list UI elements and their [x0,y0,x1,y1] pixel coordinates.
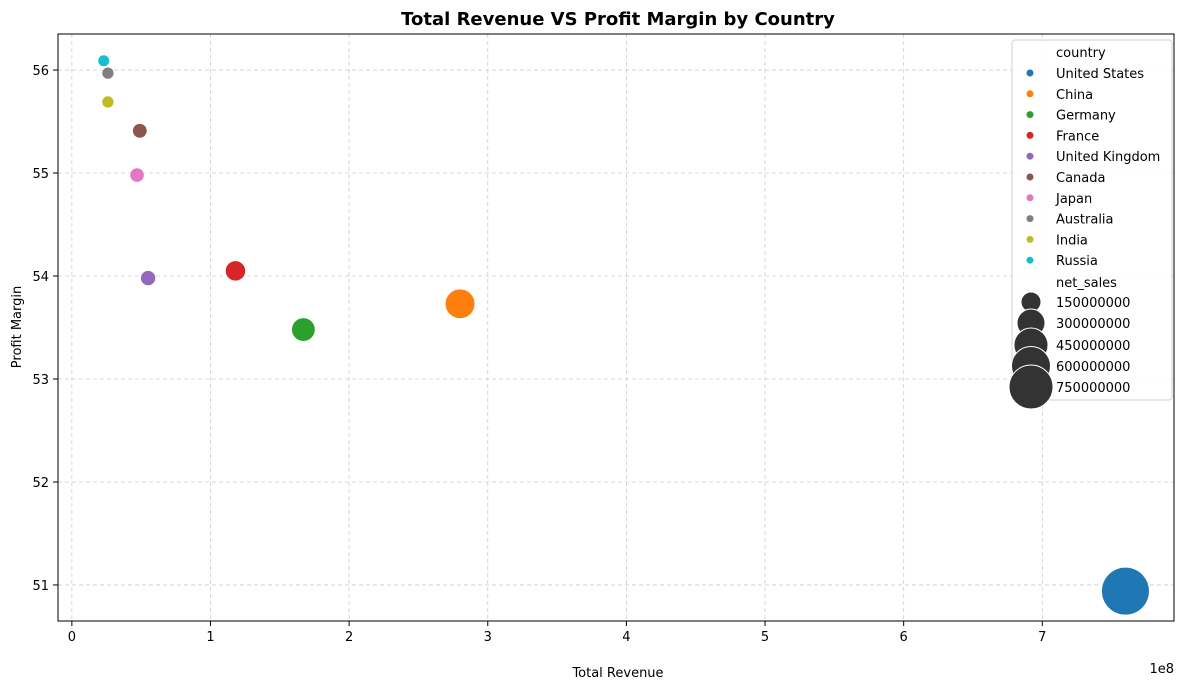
y-tick-label: 53 [32,373,49,388]
legend-size-label: 450000000 [1056,339,1130,354]
legend-size-label: 600000000 [1056,360,1130,375]
legend-entry-label: France [1056,129,1099,144]
x-tick-label: 5 [761,630,769,645]
point-japan [129,167,145,183]
legend-marker-icon [1026,152,1034,160]
legend-entry-label: China [1056,88,1093,103]
legend-marker-icon [1026,194,1034,202]
x-tick-label: 3 [484,630,492,645]
legend-marker-icon [1026,69,1034,77]
legend-entry-label: Russia [1056,254,1098,269]
plot-area [57,33,1175,622]
legend-entry-label: Germany [1056,109,1116,124]
x-tick-label: 6 [900,630,908,645]
x-tick-label: 4 [622,630,630,645]
point-france [224,260,247,282]
legend-entry-label: United Kingdom [1056,150,1160,165]
legend-entry-label: Australia [1056,213,1114,228]
legend-size-icon [1008,364,1054,410]
point-russia [97,54,111,68]
y-tick-label: 52 [32,476,49,491]
legend-size-label: 750000000 [1056,381,1130,396]
x-tick-label: 7 [1038,630,1046,645]
legend: country United States China Germany France U… [1008,39,1173,410]
point-china [444,288,476,320]
point-india [101,95,115,109]
legend-frame [1011,39,1173,401]
point-canada [131,122,148,139]
y-tick-label: 51 [32,579,49,594]
legend-entry-label: India [1056,233,1088,248]
legend-size-title: net_sales [1056,276,1117,291]
x-axis-label: Total Revenue [571,666,663,681]
data-points [97,54,1150,616]
legend-marker-icon [1026,215,1034,223]
legend-hue-title: country [1056,46,1106,61]
point-australia [101,66,115,80]
legend-entry-label: Canada [1056,171,1105,186]
y-tick-label: 56 [32,64,49,79]
point-united-states [1100,566,1150,616]
legend-size-label: 150000000 [1056,296,1130,311]
x-axis-offset-label: 1e8 [1149,662,1174,677]
y-tick-label: 55 [32,167,49,182]
legend-marker-icon [1026,131,1034,139]
legend-entry-label: Japan [1055,192,1092,207]
chart-title: Total Revenue VS Profit Margin by Countr… [401,9,835,30]
legend-marker-icon [1026,90,1034,98]
legend-marker-icon [1026,235,1034,243]
legend-entry-label: United States [1056,67,1144,82]
y-tick-label: 54 [32,270,49,285]
legend-marker-icon [1026,256,1034,264]
x-tick-label: 2 [345,630,353,645]
grid-lines [58,34,1174,621]
legend-size-label: 300000000 [1056,317,1130,332]
x-tick-label: 0 [68,630,76,645]
point-united-kingdom [139,269,157,287]
y-axis-label: Profit Margin [10,286,25,368]
point-germany [290,317,316,342]
x-tick-label: 1 [206,630,214,645]
legend-marker-icon [1026,173,1034,181]
legend-marker-icon [1026,111,1034,119]
